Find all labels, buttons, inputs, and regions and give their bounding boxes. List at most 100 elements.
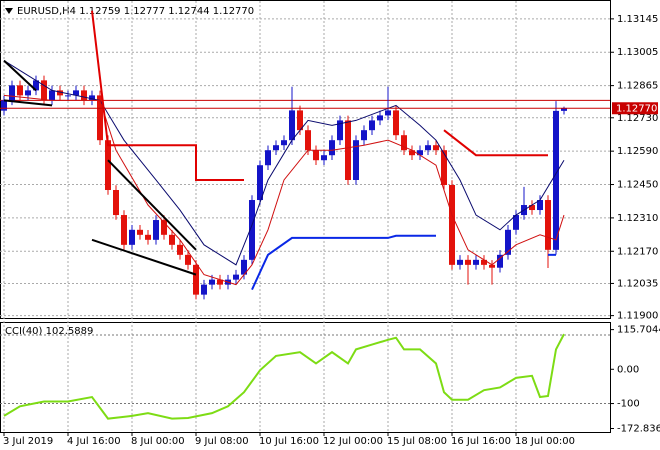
candle-body bbox=[233, 274, 239, 280]
candle-body bbox=[561, 108, 567, 111]
x-tick-label: 18 Jul 00:00 bbox=[515, 436, 575, 447]
last-price-label: 1.12770 bbox=[616, 103, 657, 114]
candle-body bbox=[137, 229, 143, 235]
candle-body bbox=[105, 140, 111, 191]
candle-body bbox=[41, 80, 47, 101]
candle-body bbox=[169, 234, 175, 245]
candle-body bbox=[145, 234, 151, 240]
candle-body bbox=[249, 200, 255, 260]
candle-body bbox=[385, 110, 391, 116]
y-tick-label: 1.12450 bbox=[617, 180, 658, 191]
candle-body bbox=[401, 135, 407, 151]
indicator-line bbox=[443, 129, 548, 157]
indicator-line bbox=[91, 10, 244, 181]
candle-body bbox=[305, 130, 311, 151]
candle-body bbox=[457, 259, 463, 265]
candle-body bbox=[369, 120, 375, 131]
candle-body bbox=[265, 150, 271, 166]
candle-body bbox=[49, 90, 55, 101]
candle-body bbox=[345, 120, 351, 180]
candle-body bbox=[89, 95, 95, 101]
candle-body bbox=[281, 140, 287, 146]
candle-body bbox=[97, 95, 103, 141]
candle-body bbox=[73, 90, 79, 96]
candle-body bbox=[513, 215, 519, 230]
candle-body bbox=[425, 145, 431, 151]
cci-title: CCI(40) 102.5889 bbox=[5, 326, 93, 337]
chart-title: EURUSD,H4 1.12759 1.12777 1.12744 1.1277… bbox=[17, 6, 254, 17]
candle-body bbox=[377, 115, 383, 121]
price-panel-frame bbox=[0, 0, 611, 319]
candle-body bbox=[361, 130, 367, 141]
candle-body bbox=[441, 150, 447, 186]
candle-body bbox=[353, 140, 359, 180]
candle-body bbox=[297, 110, 303, 131]
cci-line bbox=[3, 333, 565, 420]
y-tick-label: 1.12170 bbox=[617, 246, 658, 257]
candle-body bbox=[313, 150, 319, 161]
candle-body bbox=[545, 200, 551, 250]
candle-body bbox=[529, 205, 535, 211]
x-tick-label: 12 Jul 00:00 bbox=[323, 436, 383, 447]
candle-body bbox=[57, 90, 63, 96]
x-tick-label: 10 Jul 16:00 bbox=[259, 436, 319, 447]
candle-body bbox=[33, 80, 39, 91]
candle-body bbox=[497, 254, 503, 268]
candle-body bbox=[537, 200, 543, 211]
candle-body bbox=[409, 150, 415, 156]
indicator-line bbox=[3, 99, 53, 107]
cci-panel-frame bbox=[0, 322, 611, 433]
y-tick-label: 1.12310 bbox=[617, 213, 658, 224]
candle-body bbox=[473, 259, 479, 265]
x-tick-label: 4 Jul 16:00 bbox=[67, 436, 121, 447]
indicator-line bbox=[3, 59, 37, 92]
last-price-tag bbox=[612, 102, 658, 115]
y-tick-label: 115.7044 bbox=[617, 325, 660, 336]
candle-body bbox=[217, 279, 223, 285]
candle-body bbox=[273, 145, 279, 151]
candle-body bbox=[9, 85, 15, 101]
candle-body bbox=[81, 90, 87, 101]
y-tick-label: 1.12035 bbox=[617, 278, 658, 289]
candle-body bbox=[433, 145, 439, 151]
candle-body bbox=[257, 165, 263, 201]
indicator-line bbox=[251, 234, 436, 291]
candle-body bbox=[329, 140, 335, 156]
y-tick-label: 1.12590 bbox=[617, 146, 658, 157]
candle-body bbox=[193, 264, 199, 295]
candle-body bbox=[553, 110, 559, 250]
candle-body bbox=[153, 220, 159, 240]
candle-body bbox=[289, 110, 295, 141]
candle-body bbox=[129, 229, 135, 245]
indicator-line bbox=[3, 60, 565, 266]
candle-body bbox=[417, 150, 423, 156]
candle-body bbox=[65, 95, 71, 97]
candle-body bbox=[1, 100, 7, 111]
y-tick-label: 1.12865 bbox=[617, 81, 658, 92]
candle-body bbox=[465, 259, 471, 265]
y-tick-label: 0.00 bbox=[617, 364, 639, 375]
candle-body bbox=[321, 155, 327, 161]
candle-body bbox=[201, 284, 207, 295]
candle-body bbox=[489, 264, 495, 268]
title-icon bbox=[5, 8, 13, 14]
candle-body bbox=[121, 215, 127, 245]
y-tick-label: 1.13145 bbox=[617, 14, 658, 25]
y-tick-label: -100 bbox=[617, 399, 640, 410]
x-tick-label: 9 Jul 08:00 bbox=[195, 436, 249, 447]
y-tick-label: -172.8363 bbox=[617, 424, 660, 435]
candle-body bbox=[113, 190, 119, 216]
candle-body bbox=[449, 185, 455, 265]
y-tick-label: 1.12730 bbox=[617, 113, 658, 124]
y-tick-label: 1.13005 bbox=[617, 47, 658, 58]
x-tick-label: 15 Jul 08:00 bbox=[387, 436, 447, 447]
candle-body bbox=[209, 279, 215, 285]
candle-body bbox=[25, 90, 31, 96]
indicator-line bbox=[107, 159, 197, 251]
candle-body bbox=[17, 85, 23, 96]
candle-body bbox=[185, 254, 191, 265]
candle-body bbox=[241, 259, 247, 275]
x-tick-label: 16 Jul 16:00 bbox=[451, 436, 511, 447]
x-tick-label: 8 Jul 00:00 bbox=[131, 436, 185, 447]
candle-body bbox=[161, 220, 167, 235]
